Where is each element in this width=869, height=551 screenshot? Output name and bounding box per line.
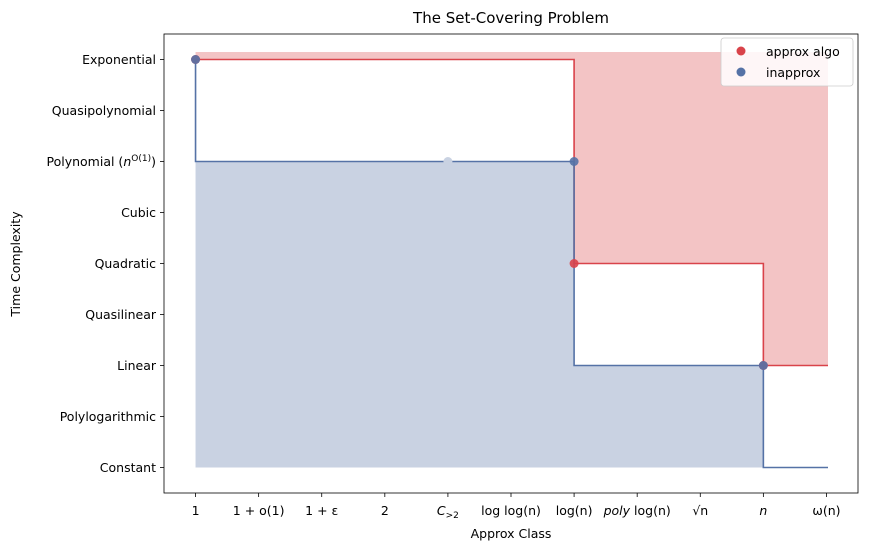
legend-marker — [736, 46, 746, 56]
legend-marker — [736, 67, 746, 77]
faint-point — [443, 157, 453, 166]
y-axis: Constant Polylogarithmic Linear Quasilinear… — [47, 52, 164, 475]
x-tick-label: log log(n) — [481, 503, 541, 518]
x-tick-label: n — [759, 503, 767, 518]
plot-area-fills — [195, 52, 858, 468]
x-tick-label: C>2 — [437, 503, 459, 521]
approx-algo-step-line — [195, 58, 828, 367]
inapprox-point — [758, 361, 768, 370]
x-tick-label: ω(n) — [812, 503, 840, 518]
y-tick-label: Linear — [117, 358, 157, 373]
x-tick-label: √n — [692, 503, 708, 518]
y-tick-label: Constant — [100, 460, 156, 475]
y-tick-label: Exponential — [82, 52, 156, 67]
y-axis-label: Time Complexity — [8, 211, 23, 318]
x-axis: 1 1 + o(1) 1 + ε 2 C>2 log log(n) log(n) poly l… — [192, 493, 841, 521]
x-tick-label: log(n) — [556, 503, 593, 518]
y-tick-label: Polylogarithmic — [60, 409, 156, 424]
y-tick-label: Cubic — [121, 205, 156, 220]
inapprox-point — [191, 55, 201, 64]
y-tick-label: Quasipolynomial — [52, 103, 156, 118]
x-tick-label: poly log(n) — [603, 503, 671, 518]
plot-area-lines — [194, 58, 828, 469]
y-tick-label: Quadratic — [95, 256, 157, 271]
legend-label: approx algo — [766, 44, 840, 59]
faint-point — [762, 157, 772, 166]
x-tick-label: 1 + ε — [305, 503, 338, 518]
legend-label: inapprox — [766, 65, 820, 80]
chart-title: The Set-Covering Problem — [412, 9, 609, 27]
x-tick-label: 1 + o(1) — [233, 503, 285, 518]
legend-box — [720, 37, 854, 87]
x-tick-label: 1 — [192, 503, 200, 518]
approx-algo-point — [569, 259, 579, 268]
x-axis-label: Approx Class — [471, 526, 552, 541]
y-tick-label: Polynomial (nO(1)) — [47, 154, 157, 169]
legend: approx algo inapprox — [720, 37, 854, 87]
x-tick-label: 2 — [381, 503, 389, 518]
inapprox-step-line — [194, 59, 828, 469]
plot-area-points — [191, 55, 772, 370]
approx-algo-area — [195, 52, 828, 366]
y-tick-label: Quasilinear — [85, 307, 157, 322]
faint-point — [755, 157, 765, 166]
inapprox-point — [569, 157, 579, 166]
